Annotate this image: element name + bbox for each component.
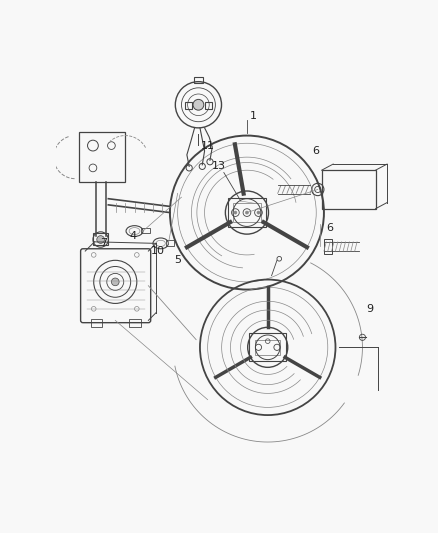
Circle shape	[256, 211, 259, 214]
Text: 6: 6	[312, 146, 319, 156]
Text: 6: 6	[325, 223, 332, 233]
Bar	[227, 198, 265, 227]
Circle shape	[96, 236, 104, 244]
Text: 10: 10	[150, 246, 164, 256]
Bar	[321, 170, 374, 209]
Bar	[93, 232, 108, 245]
Bar	[323, 239, 331, 254]
Bar	[166, 240, 173, 246]
Text: 7: 7	[100, 238, 107, 248]
Text: 13: 13	[212, 161, 226, 172]
Bar	[129, 319, 140, 327]
Text: 1: 1	[249, 110, 256, 120]
Text: 11: 11	[200, 141, 214, 151]
Circle shape	[233, 211, 237, 214]
Text: 9: 9	[366, 304, 373, 314]
Circle shape	[193, 99, 203, 110]
Bar	[79, 132, 125, 182]
Bar	[193, 77, 203, 83]
Bar	[90, 319, 102, 327]
Bar	[204, 102, 212, 109]
Bar	[140, 228, 149, 233]
Bar	[233, 203, 260, 222]
Text: 5: 5	[174, 255, 181, 265]
Text: 4: 4	[129, 231, 136, 241]
Bar	[255, 340, 279, 355]
Circle shape	[245, 211, 248, 214]
Bar	[184, 102, 192, 109]
Bar	[249, 334, 286, 361]
Circle shape	[111, 278, 119, 286]
